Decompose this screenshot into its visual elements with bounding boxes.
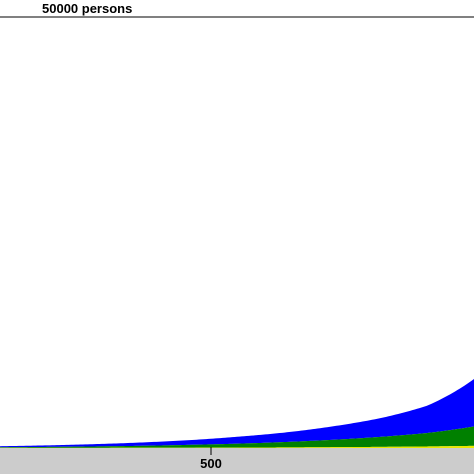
area-series-2	[0, 379, 474, 448]
area-series-0	[0, 445, 474, 448]
area-series-1	[0, 426, 474, 448]
y-axis-label: 50000 persons	[42, 1, 132, 16]
stacked-areas	[0, 379, 474, 448]
x-axis-band	[0, 448, 474, 474]
x-tick-label-0: 500	[200, 456, 222, 471]
x-axis-ticks: 500	[200, 447, 222, 471]
